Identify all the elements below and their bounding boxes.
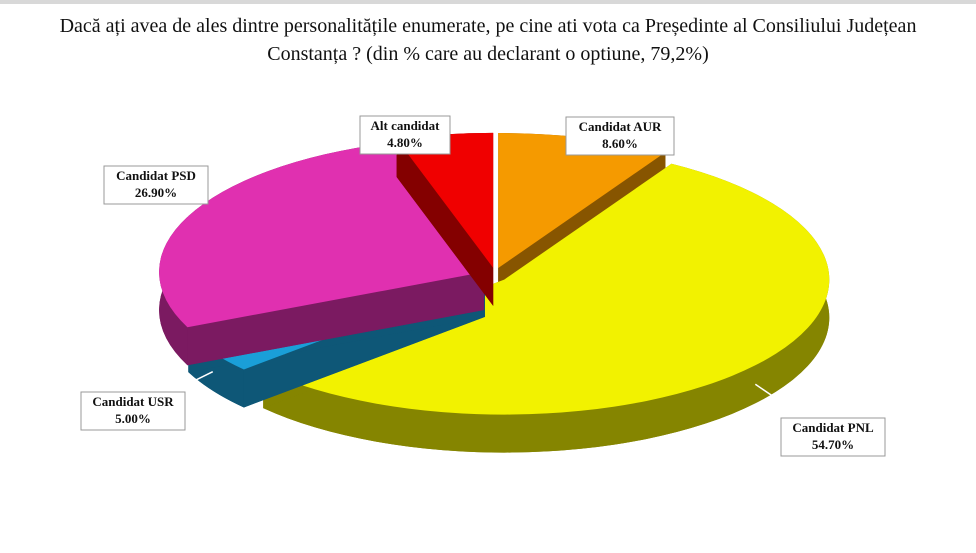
category-label: Candidat PSD <box>116 168 196 183</box>
slice-top <box>396 132 494 268</box>
label-box <box>565 116 675 156</box>
top-border <box>0 0 976 4</box>
label-box <box>359 115 451 155</box>
label-box <box>780 417 886 457</box>
category-label: Candidat PNL <box>792 420 874 435</box>
value-label: 8.60% <box>602 136 638 151</box>
value-label: 26.90% <box>135 185 177 200</box>
value-label: 4.80% <box>387 135 423 150</box>
slice-top <box>498 133 666 269</box>
slice-top <box>263 163 830 415</box>
category-label: Candidat USR <box>92 394 174 409</box>
pie-slice <box>263 163 830 453</box>
chart-title: Dacă ați avea de ales dintre personalită… <box>59 15 917 65</box>
value-label: 5.00% <box>115 411 151 426</box>
label-box <box>80 391 186 431</box>
slice-top <box>159 143 485 328</box>
category-label: Candidat AUR <box>579 119 662 134</box>
label-box <box>103 165 209 205</box>
value-label: 54.70% <box>812 437 854 452</box>
slice-wall <box>396 138 494 306</box>
slice-wall <box>187 272 485 366</box>
category-label: Alt candidat <box>371 118 441 133</box>
slice-rim <box>263 163 830 453</box>
